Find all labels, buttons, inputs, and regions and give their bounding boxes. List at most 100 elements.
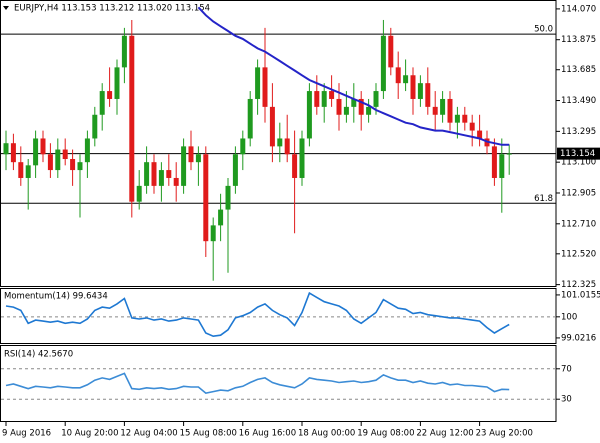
candle-body — [144, 162, 150, 186]
panel-menu-arrow[interactable] — [3, 6, 9, 10]
candle-body — [188, 146, 194, 163]
candle-body — [173, 177, 179, 186]
candle-body — [210, 225, 216, 242]
candle-body — [47, 154, 53, 171]
candle-body — [432, 106, 438, 115]
y-tick-label: 112.325 — [561, 280, 596, 290]
candle-body — [425, 83, 431, 107]
y-tick-label: 112.520 — [561, 249, 596, 259]
momentum-panel-frame — [0, 288, 557, 344]
candle-body — [121, 35, 127, 68]
candle-body — [195, 154, 201, 163]
x-tick-label: 15 Aug 08:00 — [180, 429, 237, 439]
candle-body — [366, 106, 372, 115]
indicator-line — [5, 291, 510, 338]
candle-body — [314, 91, 320, 107]
candle-body — [218, 209, 224, 226]
y-tick-label: 70 — [561, 364, 572, 374]
x-tick-label: 19 Aug 08:00 — [357, 429, 414, 439]
candle-body — [262, 67, 268, 107]
candle-body — [62, 149, 68, 160]
panel-title: Momentum(14) 99.6434 — [4, 292, 108, 302]
candle-body — [240, 138, 246, 155]
x-tick-label: 16 Aug 16:00 — [239, 429, 296, 439]
candle-body — [114, 67, 120, 99]
candle-body — [454, 114, 460, 123]
panel-title: RSI(14) 42.5670 — [4, 350, 73, 360]
y-tick-label: 113.490 — [561, 96, 596, 106]
x-tick-label: 18 Aug 00:00 — [298, 429, 355, 439]
current-price-box — [557, 147, 600, 160]
current-price-label: 113.154 — [560, 149, 595, 159]
candle-body — [151, 162, 157, 186]
fib-level-label: 50.0 — [534, 25, 553, 35]
candle-body — [284, 138, 290, 155]
candle-body — [99, 91, 105, 115]
candle-body — [33, 138, 39, 166]
y-tick-label: 113.100 — [561, 158, 596, 168]
candle-body — [55, 149, 61, 171]
candle-body — [440, 98, 446, 115]
candle-body — [181, 146, 187, 186]
x-tick-label: 9 Aug 2016 — [2, 429, 51, 439]
candle-body — [462, 114, 468, 123]
candle-body — [343, 106, 349, 115]
candle-body — [491, 146, 497, 178]
candle-body — [255, 67, 261, 99]
candle-body — [84, 138, 90, 163]
candle-body — [70, 159, 76, 171]
candle-body — [40, 138, 46, 155]
candle-body — [166, 170, 172, 178]
y-tick-label: 113.875 — [561, 35, 596, 45]
candle-body — [158, 170, 164, 186]
candle-body — [380, 35, 386, 92]
y-tick-label: 112.905 — [561, 188, 596, 198]
candle-body — [336, 98, 342, 115]
candle-body — [499, 154, 505, 178]
candle-body — [25, 165, 31, 178]
candle-body — [203, 154, 209, 242]
panel-title: EURJPY,H4 113.153 113.212 113.020 113.15… — [14, 4, 210, 14]
candle-body — [129, 35, 135, 202]
candle-body — [277, 138, 283, 147]
x-tick-label: 22 Aug 12:00 — [416, 429, 473, 439]
y-tick-label: 114.070 — [561, 4, 596, 14]
y-tick-label: 99.0216 — [561, 333, 596, 343]
y-tick-label: 101.0155 — [561, 290, 600, 300]
y-tick-label: 100 — [561, 312, 577, 322]
x-tick-label: 23 Aug 20:00 — [476, 429, 533, 439]
candle-body — [321, 91, 327, 107]
candle-body — [410, 75, 416, 99]
candle-body — [10, 143, 16, 163]
rsi-panel-frame — [0, 345, 557, 422]
candle-body — [269, 106, 275, 147]
candle-body — [447, 98, 453, 123]
candle-body — [232, 154, 238, 186]
candle-body — [225, 185, 231, 210]
candle-body — [292, 154, 298, 178]
price-panel-frame — [0, 0, 557, 287]
fib-level-label: 61.8 — [534, 194, 553, 204]
y-tick-label: 112.710 — [561, 219, 596, 229]
candle-body — [395, 67, 401, 84]
candle-body — [3, 143, 9, 155]
moving-average — [197, 6, 510, 146]
x-tick-label: 10 Aug 20:00 — [61, 429, 118, 439]
x-tick-label: 12 Aug 04:00 — [120, 429, 177, 439]
candle-body — [469, 122, 475, 131]
candle-body — [136, 185, 142, 202]
candle-body — [506, 153, 512, 155]
y-tick-label: 30 — [561, 395, 572, 405]
candle-body — [373, 91, 379, 107]
candle-body — [306, 91, 312, 139]
indicator-line — [5, 372, 510, 394]
candle-body — [299, 138, 305, 178]
candle-body — [18, 162, 24, 178]
candle-body — [329, 91, 335, 99]
candle-body — [247, 98, 253, 139]
candle-body — [477, 130, 483, 139]
candle-body — [388, 35, 394, 68]
y-tick-label: 113.685 — [561, 65, 596, 75]
